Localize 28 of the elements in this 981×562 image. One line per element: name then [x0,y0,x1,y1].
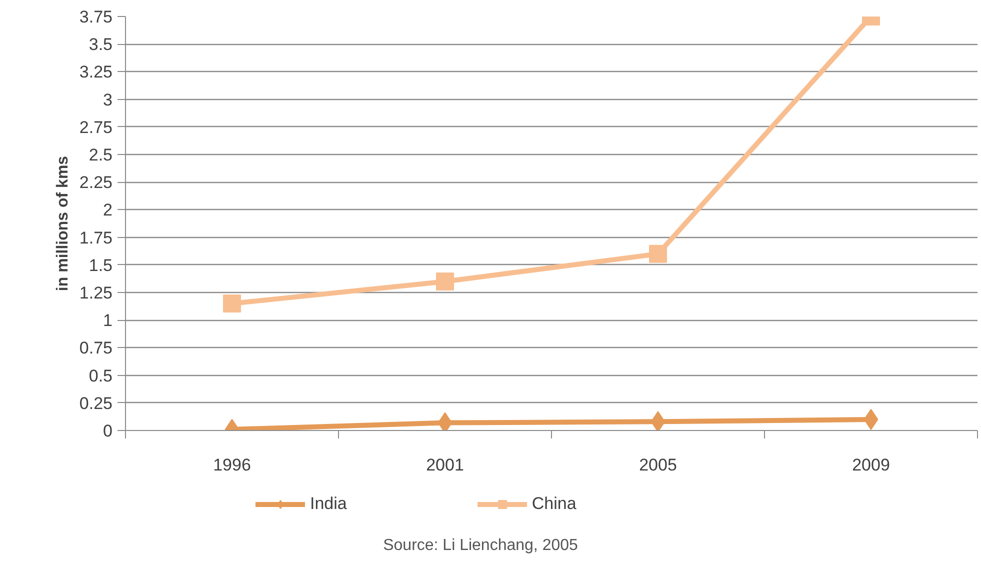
y-tick-label: 0.25 [79,394,113,413]
y-tick-label: 3.25 [79,62,113,82]
y-tick-label: 3.75 [79,8,113,26]
y-tick-label: 0 [103,422,113,440]
y-tick-label: 3.5 [88,35,113,54]
y-tick-label: 1.75 [79,228,113,248]
legend-label: China [532,494,576,514]
point [650,411,666,430]
y-tick-label: 2.25 [79,173,113,192]
y-tick-label: 2.5 [88,146,113,164]
x-tick-label: 2005 [639,456,677,474]
y-tick-label: 2.75 [79,118,113,137]
point [436,272,454,290]
point [223,294,241,313]
legend-label: India [310,494,347,514]
y-tick-label: 2 [103,200,113,220]
x-tick-label: 2001 [426,456,464,474]
x-tick-label: 1996 [213,456,251,474]
y-tick-label: 0.5 [88,366,113,386]
y-tick-label: 1.25 [79,284,113,302]
point [649,244,667,263]
y-tick-label: 1 [103,311,113,330]
y-tick-label: 0.75 [79,338,113,358]
source-note: Source: Li Lienchang, 2005 [383,537,578,554]
y-tick-label: 3 [103,90,113,110]
x-tick-label: 2009 [852,456,890,474]
y-axis-title: in millions of kms [54,156,72,292]
y-tick-label: 1.5 [88,256,113,275]
